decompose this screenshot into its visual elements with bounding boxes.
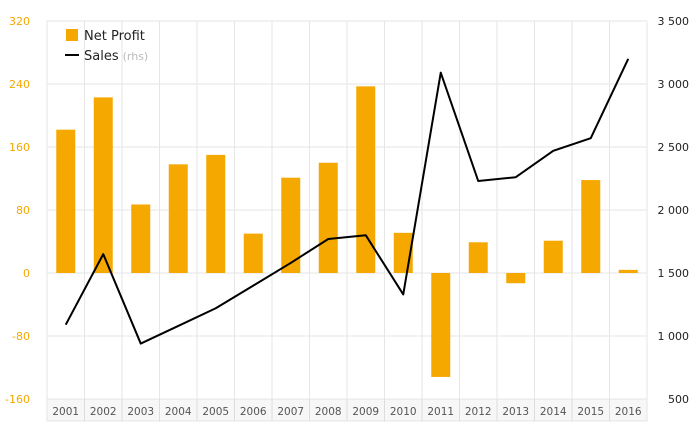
right-axis-tick-label: 1 000 <box>658 330 690 343</box>
x-axis-tick-label: 2002 <box>90 406 117 418</box>
x-axis-tick-label: 2008 <box>315 406 342 418</box>
right-axis-tick-label: 3 000 <box>658 78 690 91</box>
x-axis-tick-label: 2007 <box>277 406 304 418</box>
left-axis-tick-label: -160 <box>5 393 30 406</box>
left-axis-tick-label: -80 <box>12 330 30 343</box>
x-axis-tick-label: 2011 <box>427 406 454 418</box>
net-profit-bar <box>319 163 338 273</box>
legend-label-sales-suffix: (rhs) <box>123 50 149 63</box>
x-axis-tick-label: 2013 <box>502 406 529 418</box>
x-axis-tick-label: 2005 <box>202 406 229 418</box>
right-axis-tick-label: 2 500 <box>658 141 690 154</box>
x-axis-tick-label: 2014 <box>540 406 567 418</box>
net-profit-bar <box>244 234 263 273</box>
left-axis-tick-label: 320 <box>9 15 30 28</box>
right-axis-tick-label: 2 000 <box>658 204 690 217</box>
x-axis-tick-label: 2010 <box>390 406 417 418</box>
net-profit-bar <box>581 180 600 273</box>
left-axis-tick-label: 80 <box>16 204 30 217</box>
net-profit-bar <box>506 273 525 283</box>
left-axis-tick-label: 0 <box>23 267 30 280</box>
left-axis-tick-label: 160 <box>9 141 30 154</box>
net-profit-bar <box>94 97 113 273</box>
x-axis-tick-label: 2004 <box>165 406 192 418</box>
x-axis-tick-label: 2006 <box>240 406 267 418</box>
x-axis-tick-label: 2016 <box>615 406 642 418</box>
net-profit-bar <box>431 273 450 377</box>
net-profit-bar <box>619 270 638 273</box>
net-profit-bar <box>169 164 188 273</box>
x-axis-tick-label: 2015 <box>577 406 604 418</box>
legend-swatch-net-profit <box>66 29 78 41</box>
net-profit-bar <box>469 242 488 273</box>
legend-label-sales: Sales <box>84 49 119 64</box>
net-profit-bar <box>544 241 563 273</box>
net-profit-bar <box>131 204 150 273</box>
net-profit-bar <box>56 130 75 273</box>
svg-text:Sales(rhs): Sales (rhs) <box>84 49 148 64</box>
x-axis-tick-label: 2001 <box>52 406 79 418</box>
x-axis-tick-label: 2009 <box>352 406 379 418</box>
right-axis-tick-label: 3 500 <box>658 15 690 28</box>
legend-label-net-profit: Net Profit <box>84 29 145 44</box>
right-axis-tick-label: 1 500 <box>658 267 690 280</box>
x-axis-tick-label: 2012 <box>465 406 492 418</box>
x-axis-tick-label: 2003 <box>127 406 154 418</box>
net-profit-bar <box>206 155 225 273</box>
left-axis-tick-label: 240 <box>9 78 30 91</box>
right-axis-tick-label: 500 <box>668 393 689 406</box>
